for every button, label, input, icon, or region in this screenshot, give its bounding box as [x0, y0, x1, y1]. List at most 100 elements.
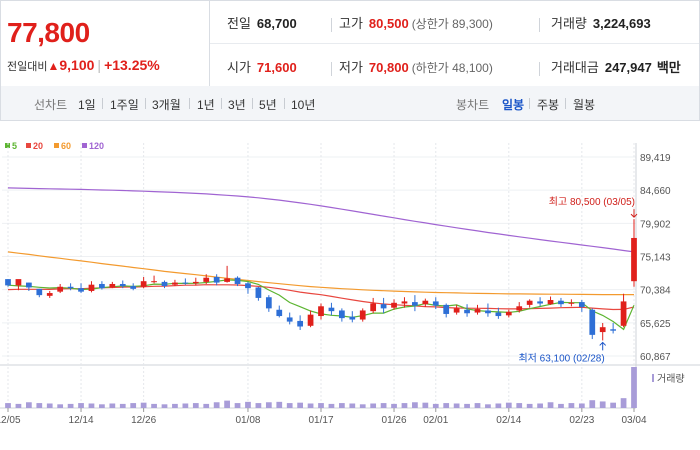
- x-tick-label: 02/23: [569, 415, 594, 426]
- divider: [102, 98, 103, 109]
- candle-body: [161, 281, 168, 287]
- chart-toolbar: 선차트 1일 1주일 3개월 1년 3년 5년 10년 봉차트 일봉 주봉 월봉: [0, 86, 700, 121]
- volume-bar: [130, 403, 137, 408]
- divider: [331, 62, 332, 76]
- candle-body: [224, 278, 230, 282]
- volume-bar: [338, 403, 345, 408]
- candle-body: [589, 309, 596, 335]
- legend-swatch-60: [54, 143, 59, 148]
- open-label: 시가: [227, 60, 251, 75]
- period-5y-button[interactable]: 5년: [259, 98, 277, 112]
- up-triangle-icon: ▲: [47, 59, 60, 73]
- volume-bar: [161, 404, 168, 408]
- candles: [5, 219, 637, 341]
- candle-monthly-button[interactable]: 월봉: [573, 98, 596, 112]
- candle-body: [432, 301, 439, 306]
- volume-bar: [57, 404, 64, 408]
- candle-chart-label: 봉차트: [456, 98, 490, 112]
- candle-body: [36, 288, 43, 296]
- volume-bar: [286, 403, 293, 408]
- volume-bar: [109, 403, 116, 408]
- volume-legend-swatch: [652, 374, 654, 382]
- period-3m-button[interactable]: 3개월: [152, 98, 181, 112]
- period-3y-button[interactable]: 3년: [228, 98, 246, 112]
- lower-limit: (하한가 48,100): [411, 61, 493, 75]
- y-tick-label: 75,143: [640, 253, 671, 264]
- volume-bar: [401, 403, 408, 408]
- volume-bar: [495, 403, 502, 408]
- divider: [539, 18, 540, 32]
- candle-body: [338, 310, 345, 319]
- candle-body: [297, 320, 304, 327]
- x-tick-label: 03/04: [621, 415, 646, 426]
- trade-amount: 거래대금 247,947 백만: [551, 58, 681, 78]
- candle-body: [255, 287, 262, 298]
- volume-bar: [140, 402, 147, 408]
- candle-body: [578, 302, 585, 307]
- legend-swatch-20: [26, 143, 31, 148]
- volume-bar: [265, 402, 272, 408]
- y-tick-label: 84,660: [640, 186, 671, 197]
- volume-bar: [620, 398, 627, 408]
- y-tick-label: 89,419: [640, 153, 671, 164]
- candlestick-chart[interactable]: 5 20 60 120 최고 80,500 (03/05) 최저 63,100 (02/…: [0, 121, 700, 450]
- period-1w-button[interactable]: 1주일: [110, 98, 139, 112]
- volume-bar: [610, 402, 617, 408]
- candle-body: [192, 281, 199, 284]
- divider: [539, 62, 540, 76]
- volume-bar: [172, 403, 178, 408]
- candle-body: [401, 301, 408, 304]
- volume-bar: [318, 403, 324, 408]
- x-tick-label: 12/14: [69, 415, 94, 426]
- high-price: 고가 80,500 (상한가 89,300): [339, 14, 493, 34]
- upper-limit: (상한가 89,300): [411, 17, 493, 31]
- x-tick-label: 02/14: [496, 415, 521, 426]
- candle-body: [265, 297, 272, 309]
- change-value: 9,100: [59, 57, 95, 73]
- volume: 거래량 3,224,693: [551, 14, 651, 34]
- x-axis: 12/05 12/14 12/26 01/08 01/17 01/26 02/01 02/14…: [0, 408, 647, 426]
- volume-bar: [380, 403, 387, 408]
- volume-bar: [182, 403, 189, 408]
- price-box: 77,800 전일대비▲9,100 | +13.25%: [1, 1, 210, 86]
- volume-bar: [36, 403, 43, 408]
- volume-bar: [516, 403, 523, 408]
- volume-bar: [422, 402, 429, 408]
- current-price: 77,800: [7, 17, 90, 48]
- volume-bar: [537, 403, 543, 408]
- volume-bar: [578, 403, 585, 408]
- legend-swatch-120: [82, 143, 87, 148]
- candle-body: [276, 309, 283, 317]
- period-1d-button[interactable]: 1일: [78, 98, 96, 112]
- volume-bar: [505, 402, 512, 408]
- prev-close-value: 68,700: [256, 16, 297, 31]
- volume-bar: [568, 403, 575, 408]
- volume-bar: [453, 403, 460, 408]
- volume-bar: [359, 404, 366, 408]
- volume-value: 3,224,693: [592, 16, 651, 31]
- volume-bar: [245, 401, 251, 408]
- candle-body: [547, 300, 554, 305]
- divider: [529, 98, 530, 109]
- candle-body: [474, 309, 481, 313]
- candle-body: [380, 304, 387, 309]
- candle-weekly-button[interactable]: 주봉: [537, 98, 560, 112]
- volume-bar: [78, 403, 84, 408]
- volume-bar: [370, 403, 377, 408]
- volume-bar: [203, 403, 210, 408]
- volume-bar: [192, 403, 199, 408]
- trade-amount-unit: 백만: [656, 60, 681, 75]
- candle-daily-button[interactable]: 일봉: [502, 98, 525, 112]
- candle-body: [464, 309, 470, 314]
- period-1y-button[interactable]: 1년: [197, 98, 215, 112]
- period-10y-button[interactable]: 10년: [291, 98, 316, 112]
- candle-body: [422, 300, 429, 305]
- volume-bar: [213, 402, 220, 408]
- candle-body: [99, 283, 105, 289]
- candle-body: [391, 302, 397, 308]
- volume-bar: [443, 403, 450, 408]
- trade-amount-label: 거래대금: [551, 60, 599, 75]
- divider: [221, 98, 222, 109]
- candle-body: [631, 237, 637, 282]
- candle-body: [109, 283, 116, 288]
